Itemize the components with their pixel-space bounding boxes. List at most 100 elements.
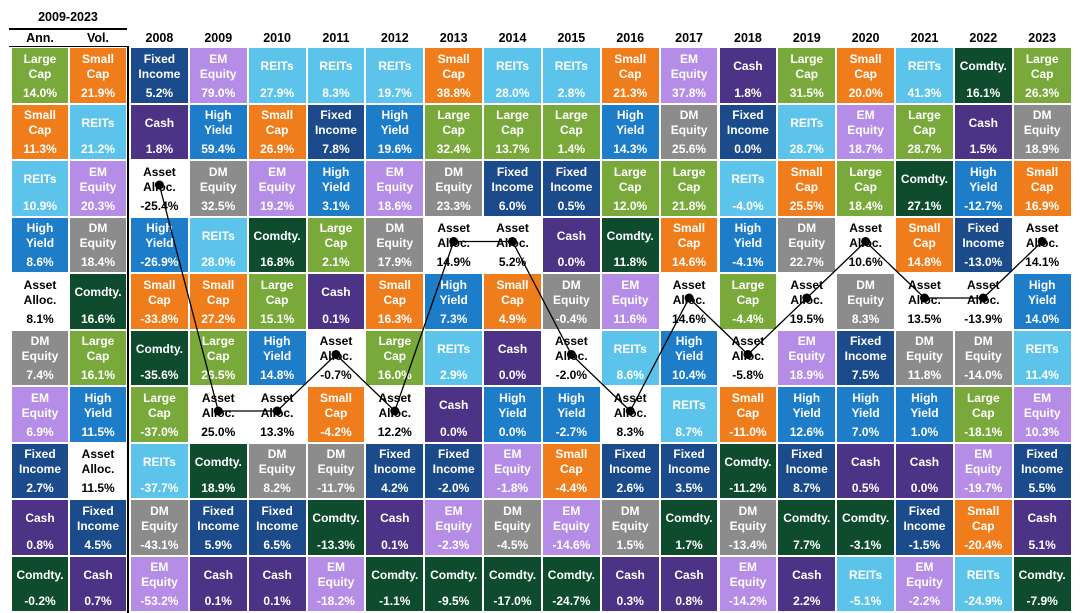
- asset-label-box: REITs: [308, 48, 365, 86]
- asset-label-box: Large Cap: [484, 105, 541, 143]
- asset-label: REITs: [142, 454, 176, 469]
- return-cell: Cash 0.0%: [484, 330, 541, 385]
- asset-label-box: DM Equity: [366, 218, 423, 256]
- asset-label-box: Large Cap: [896, 105, 953, 143]
- return-cell: Fixed Income -1.5%: [896, 500, 953, 555]
- return-cell: Cash 2.2%: [778, 556, 836, 611]
- return-value: 15.1%: [260, 311, 295, 326]
- asset-label-box: DM Equity: [70, 218, 126, 256]
- asset-label-box: Comdty.: [70, 274, 126, 312]
- asset-label-box: Large Cap: [190, 331, 247, 369]
- return-value: 11.5%: [81, 481, 115, 495]
- asset-label-box: Large Cap: [425, 105, 482, 143]
- asset-label-box: REITs: [543, 48, 600, 86]
- return-cell: Large Cap 32.4%: [425, 104, 483, 159]
- asset-label: EM Equity: [906, 560, 943, 590]
- return-cell: Fixed Income 3.5%: [660, 443, 718, 498]
- return-cell: Large Cap 15.1%: [248, 274, 306, 329]
- return-value: 1.4%: [557, 142, 586, 156]
- asset-label: REITs: [260, 59, 294, 74]
- asset-label: Comdty.: [665, 511, 713, 526]
- asset-label-box: Comdty.: [543, 557, 600, 595]
- return-cell: Comdty. 16.8%: [248, 217, 306, 272]
- asset-label-box: Cash: [1014, 500, 1071, 538]
- return-cell: Fixed Income 7.8%: [307, 104, 365, 159]
- return-cell: Asset Alloc. 19.5%: [778, 274, 836, 329]
- asset-label: Fixed Income: [844, 334, 887, 364]
- return-cell: High Yield 14.8%: [248, 330, 306, 385]
- asset-label-box: Asset Alloc.: [543, 331, 600, 369]
- asset-label-box: Asset Alloc.: [131, 161, 188, 199]
- return-cell: Asset Alloc. 14.9%: [425, 217, 483, 272]
- return-cell: Cash 0.0%: [542, 217, 600, 272]
- asset-label: Large Cap: [731, 277, 765, 307]
- return-value: 10.6%: [848, 255, 883, 269]
- asset-label-box: High Yield: [602, 105, 659, 143]
- return-value: 19.7%: [377, 85, 412, 100]
- return-cell: Comdty. -13.3%: [307, 500, 365, 555]
- asset-label-box: Small Cap: [12, 105, 68, 143]
- return-cell: High Yield 0.0%: [484, 387, 541, 442]
- asset-label-box: Small Cap: [308, 387, 365, 425]
- asset-label: Small Cap: [731, 390, 764, 420]
- return-value: 2.6%: [616, 481, 644, 495]
- asset-label-box: High Yield: [425, 274, 482, 312]
- asset-label: REITs: [554, 59, 588, 74]
- return-cell: Cash 5.1%: [1013, 500, 1071, 555]
- asset-label-box: REITs: [837, 557, 894, 595]
- return-cell: Small Cap 20.0%: [837, 48, 895, 103]
- asset-label: REITs: [81, 115, 115, 130]
- asset-label: Cash: [262, 567, 292, 582]
- return-value: 19.5%: [789, 311, 824, 326]
- asset-label: High Yield: [204, 108, 233, 138]
- asset-label: Asset Alloc.: [849, 221, 882, 251]
- return-value: 26.9%: [260, 142, 295, 156]
- return-value: 2.7%: [26, 481, 54, 495]
- return-cell: Comdty. -24.7%: [542, 556, 600, 611]
- asset-label-box: Asset Alloc.: [955, 274, 1012, 312]
- asset-label-box: Large Cap: [249, 274, 306, 312]
- asset-label-box: Small Cap: [484, 274, 541, 312]
- asset-label: Small Cap: [849, 51, 882, 81]
- return-value: 5.1%: [1028, 537, 1056, 552]
- return-cell: Small Cap 16.9%: [1013, 161, 1071, 216]
- return-value: 13.7%: [495, 142, 530, 156]
- asset-label: Large Cap: [966, 390, 1000, 420]
- asset-label: Large Cap: [143, 390, 176, 420]
- return-value: -13.0%: [964, 255, 1003, 269]
- asset-label: DM Equity: [670, 108, 708, 138]
- return-cell: Comdty. 1.7%: [660, 500, 718, 555]
- return-value: 10.3%: [1025, 424, 1060, 439]
- asset-label-box: EM Equity: [70, 161, 126, 199]
- asset-label: EM Equity: [376, 164, 414, 194]
- asset-label: DM Equity: [611, 503, 649, 533]
- return-value: -13.3%: [316, 537, 355, 552]
- asset-label: Large Cap: [908, 108, 941, 138]
- asset-label: DM Equity: [906, 334, 943, 364]
- return-cell: REITs 2.8%: [542, 48, 600, 103]
- summary-header-underline: [9, 45, 127, 47]
- asset-label-box: Small Cap: [778, 161, 835, 199]
- asset-label: Small Cap: [555, 447, 588, 477]
- asset-label: High Yield: [674, 334, 704, 364]
- return-value: 0.1%: [204, 594, 232, 608]
- return-value: -2.7%: [555, 424, 588, 439]
- return-value: 13.3%: [260, 424, 295, 439]
- return-cell: High Yield -12.7%: [954, 161, 1012, 216]
- volatility-cell: High Yield 11.5%: [70, 387, 126, 442]
- asset-label: Small Cap: [202, 277, 235, 307]
- return-value: 28.7%: [907, 142, 942, 156]
- asset-label-box: Cash: [543, 218, 600, 256]
- return-value: 18.9%: [201, 481, 236, 495]
- return-value: 8.6%: [616, 368, 644, 382]
- return-value: 14.3%: [613, 142, 648, 156]
- return-cell: Comdty. 16.1%: [954, 48, 1012, 103]
- asset-label-box: Cash: [249, 557, 306, 595]
- return-value: 25.0%: [201, 424, 236, 439]
- return-cell: DM Equity 8.3%: [837, 274, 895, 329]
- year-header: 2010: [263, 31, 292, 45]
- return-value: 12.0%: [613, 198, 648, 213]
- return-cell: DM Equity 23.3%: [425, 161, 483, 216]
- asset-label-box: DM Equity: [308, 444, 365, 482]
- return-cell: EM Equity -2.3%: [425, 500, 483, 555]
